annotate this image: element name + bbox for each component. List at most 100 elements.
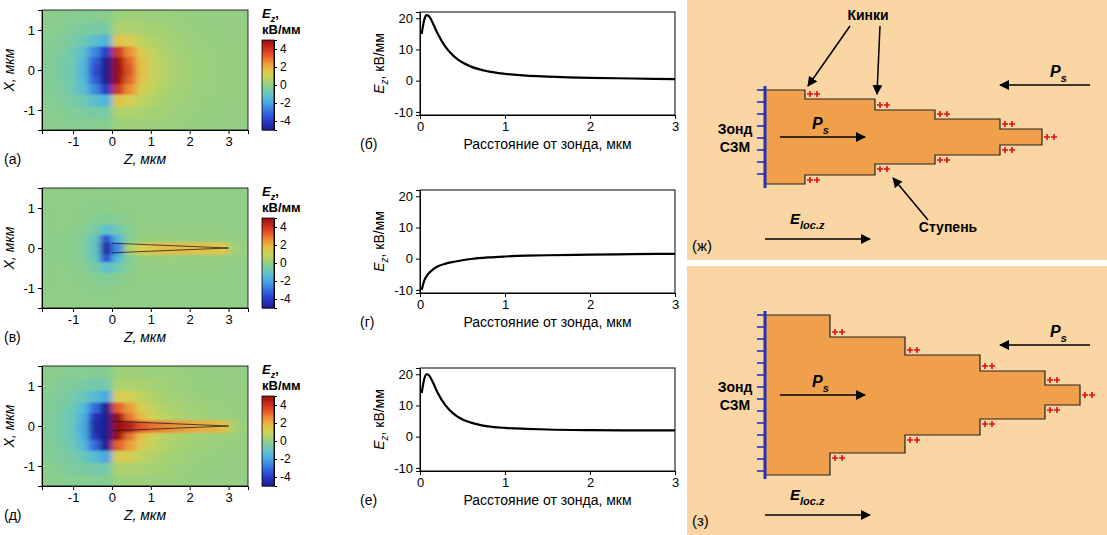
cell	[170, 76, 182, 84]
plot-background	[42, 10, 248, 130]
cell	[194, 84, 206, 95]
probe-charge	[757, 386, 765, 388]
plot-area	[42, 188, 248, 308]
cell	[112, 432, 124, 440]
y-axis-tick-label: 0	[406, 429, 413, 444]
cell	[124, 84, 136, 95]
colorbar-axis: -4-2024	[274, 219, 291, 309]
cell	[54, 57, 66, 65]
cell	[124, 200, 136, 213]
x-axis-tick-label: -1	[68, 490, 80, 505]
plot-frame	[42, 188, 248, 308]
colorbar-axis-tick: 4	[274, 42, 287, 56]
cell	[147, 118, 159, 130]
cell	[205, 224, 217, 235]
cell	[65, 402, 77, 413]
cell	[42, 254, 54, 262]
charge-plus	[1009, 121, 1015, 127]
cell	[54, 450, 66, 463]
y-axis-tick-mark	[416, 112, 420, 113]
cell	[42, 64, 54, 71]
colorbar-axis-tick-mark	[274, 103, 277, 104]
cell	[217, 188, 229, 201]
cell	[147, 262, 159, 273]
probe-charge	[757, 374, 765, 376]
cell	[124, 248, 136, 255]
y-axis-title: Ez, кВ/мм	[371, 211, 390, 272]
domain-outline	[112, 421, 229, 431]
cell	[135, 106, 147, 119]
y-axis-title: X, мкм	[1, 404, 17, 448]
cell	[205, 262, 217, 273]
cell	[124, 106, 136, 119]
y-axis-tick-label: 20	[399, 11, 413, 26]
cell	[147, 378, 159, 391]
cell	[100, 462, 112, 475]
x-axis-tick-label: 3	[225, 134, 232, 149]
cell	[147, 188, 159, 201]
cell	[159, 22, 171, 35]
cell	[205, 94, 217, 107]
y-axis-tick: 1	[28, 379, 42, 394]
y-axis: -1001020	[394, 189, 420, 298]
cell	[147, 64, 159, 71]
x-axis: 0123	[417, 293, 679, 312]
colorbar-frame	[262, 218, 274, 308]
cell	[54, 474, 66, 486]
y-axis: -101	[23, 11, 42, 131]
cell	[182, 402, 194, 413]
cell	[89, 10, 101, 23]
cell	[77, 432, 89, 440]
cell	[229, 94, 241, 107]
cell	[205, 106, 217, 119]
x-axis-tick-label: 1	[502, 475, 509, 490]
cell	[170, 390, 182, 403]
cell	[112, 200, 124, 213]
series-line	[422, 374, 675, 430]
cell	[89, 262, 101, 273]
cell	[124, 64, 136, 71]
polarization-label-main: P	[1050, 63, 1061, 80]
cell	[135, 224, 147, 235]
cell	[159, 390, 171, 403]
plot-area	[422, 15, 675, 79]
cell	[42, 378, 54, 391]
cell	[77, 46, 89, 57]
cell	[159, 84, 171, 95]
cell	[77, 84, 89, 95]
cell	[124, 366, 136, 379]
plot-frame	[420, 368, 675, 471]
colorbar-axis-tick: -2	[274, 274, 291, 288]
cell	[124, 254, 136, 262]
y-axis-tick-label: 0	[28, 241, 35, 256]
charge-plus	[907, 437, 913, 443]
cell	[135, 284, 147, 297]
x-axis: -10123	[43, 130, 249, 149]
cell	[147, 254, 159, 262]
cell	[170, 378, 182, 391]
cell	[89, 366, 101, 379]
cell	[135, 10, 147, 23]
cell	[147, 450, 159, 463]
cell	[194, 106, 206, 119]
cell	[229, 46, 241, 57]
plot-area	[42, 10, 248, 130]
cell	[77, 450, 89, 463]
cell	[217, 76, 229, 84]
y-axis-tick-label: -1	[23, 281, 35, 296]
cell	[194, 188, 206, 201]
cell	[54, 224, 66, 235]
plot-background	[42, 188, 248, 308]
cell	[135, 432, 147, 440]
cell	[159, 366, 171, 379]
colorbar-axis-tick-label: 0	[280, 256, 287, 270]
cell	[240, 413, 248, 421]
cell	[112, 366, 124, 379]
cell	[65, 70, 77, 77]
cell	[112, 450, 124, 463]
cell	[217, 200, 229, 213]
cell	[42, 22, 54, 35]
panel-letter: (г)	[360, 314, 374, 330]
cell	[54, 262, 66, 273]
cell	[147, 235, 159, 243]
